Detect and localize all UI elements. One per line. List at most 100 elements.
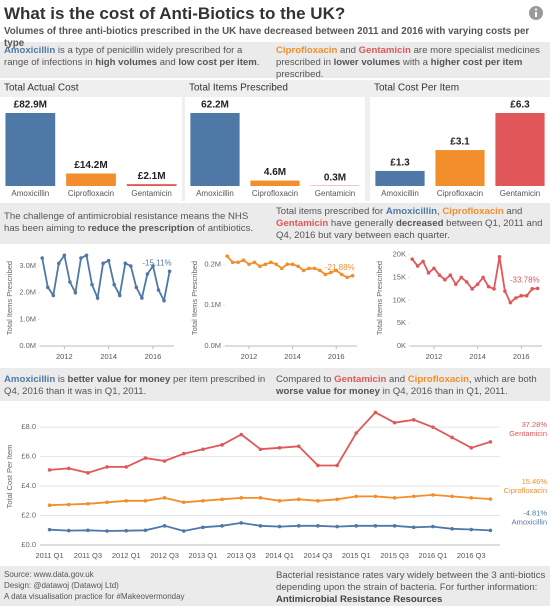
text-run: have generally bbox=[328, 218, 396, 229]
point bbox=[40, 256, 45, 260]
y-tick-label: £6.0 bbox=[21, 452, 36, 461]
point bbox=[124, 528, 129, 533]
text-run: are more specialist medicines prescribed… bbox=[276, 45, 540, 68]
point bbox=[51, 293, 56, 298]
point bbox=[95, 296, 100, 300]
point bbox=[201, 499, 205, 503]
y-tick-label: 5K bbox=[397, 318, 406, 327]
lower-band bbox=[0, 368, 550, 401]
text-run: better value for money bbox=[67, 374, 171, 385]
point bbox=[47, 468, 52, 472]
point bbox=[239, 432, 244, 437]
resources-link[interactable]: Antimicrobial Resistance Resources bbox=[276, 594, 443, 605]
text-run: . bbox=[256, 57, 260, 68]
y-tick-label: £2.0 bbox=[21, 511, 36, 520]
intro-left: Amoxicillin is a type of penicillin wide… bbox=[4, 45, 266, 69]
point bbox=[258, 264, 262, 269]
point bbox=[181, 451, 186, 456]
point bbox=[450, 494, 454, 499]
point bbox=[469, 527, 474, 532]
text-run: low cost per item bbox=[178, 57, 257, 68]
point bbox=[220, 524, 224, 528]
point bbox=[236, 260, 240, 265]
y-tick-label: 0.2M bbox=[204, 259, 221, 268]
point bbox=[450, 435, 454, 440]
x-tick-label: 2012 bbox=[56, 352, 73, 361]
point bbox=[201, 525, 205, 530]
y-axis-title: Total Items Prescribed bbox=[190, 261, 199, 335]
point bbox=[459, 275, 464, 280]
bar bbox=[66, 173, 116, 186]
value-label: 4.6M bbox=[264, 167, 286, 178]
point bbox=[354, 494, 359, 499]
y-tick-label: 15K bbox=[393, 272, 406, 281]
x-tick-label: 2012 Q1 bbox=[112, 551, 141, 560]
panel bbox=[0, 402, 550, 565]
point bbox=[285, 262, 289, 267]
point bbox=[277, 524, 282, 529]
middle-band bbox=[0, 203, 550, 244]
point bbox=[105, 500, 109, 505]
point bbox=[464, 280, 469, 284]
panel-title: Total Actual Cost bbox=[4, 83, 79, 94]
point bbox=[431, 425, 435, 429]
text-run: in Q4, 2016 than in Q1, 2011. bbox=[379, 386, 508, 397]
point bbox=[247, 262, 251, 267]
credit-line: Source: www.data.gov.uk bbox=[4, 570, 94, 579]
point bbox=[220, 443, 224, 447]
point bbox=[124, 465, 129, 469]
text-run: Amoxicillin bbox=[4, 45, 56, 56]
text-run: higher cost per item bbox=[430, 57, 523, 68]
text-run: Gentamicin bbox=[358, 45, 411, 56]
middle-right: Total items prescribed for Amoxicillin, … bbox=[276, 206, 546, 242]
text-run: high volumes bbox=[95, 57, 158, 68]
point bbox=[258, 524, 263, 528]
point bbox=[335, 524, 339, 529]
point bbox=[410, 257, 414, 261]
point bbox=[296, 524, 301, 528]
x-tick-label: 2014 bbox=[100, 352, 117, 361]
point bbox=[252, 260, 257, 265]
point bbox=[323, 272, 328, 277]
point bbox=[279, 266, 284, 271]
point bbox=[143, 528, 148, 533]
series-name: Amoxicillin bbox=[512, 517, 547, 526]
credits: Source: www.data.gov.uk Design: @datawoj … bbox=[4, 569, 266, 602]
point bbox=[334, 268, 339, 273]
x-tick-label: 2016 bbox=[145, 352, 162, 361]
point bbox=[373, 524, 378, 528]
x-tick-label: 2014 bbox=[284, 352, 301, 361]
point bbox=[263, 262, 268, 267]
y-tick-label: 2.0M bbox=[19, 288, 36, 297]
subtitle: Volumes of three anti-biotics prescribed… bbox=[4, 26, 530, 49]
point bbox=[162, 524, 167, 528]
bar bbox=[126, 184, 177, 186]
y-tick-label: 10K bbox=[393, 295, 406, 304]
text-run: Gentamicin bbox=[276, 218, 329, 229]
x-tick-label: 2014 Q3 bbox=[304, 551, 333, 560]
point bbox=[339, 272, 344, 277]
title: What is the cost of Anti-Biotics to the … bbox=[4, 4, 346, 23]
point bbox=[411, 494, 416, 499]
point bbox=[62, 253, 67, 258]
point bbox=[86, 501, 90, 506]
text-run: Compared to bbox=[276, 374, 335, 385]
x-tick-label: 2015 Q3 bbox=[380, 551, 409, 560]
text-run: Ciprofloxacin bbox=[276, 45, 338, 56]
point bbox=[488, 497, 493, 501]
point bbox=[201, 447, 205, 452]
point bbox=[497, 255, 502, 259]
point bbox=[66, 466, 71, 471]
y-tick-label: 20K bbox=[393, 250, 406, 259]
point bbox=[151, 264, 155, 268]
point bbox=[373, 410, 378, 415]
text-run: between Q1, 2011 and Q4, 2016 but vary b… bbox=[276, 218, 543, 241]
point bbox=[411, 417, 416, 422]
point bbox=[392, 420, 397, 425]
point bbox=[312, 266, 317, 271]
text-run: of antibiotics. bbox=[194, 223, 254, 234]
value-label: £2.1M bbox=[138, 171, 166, 182]
y-axis-title: Total Items Prescribed bbox=[5, 261, 14, 335]
y-tick-label: 0.0M bbox=[204, 341, 221, 350]
point bbox=[79, 256, 83, 260]
